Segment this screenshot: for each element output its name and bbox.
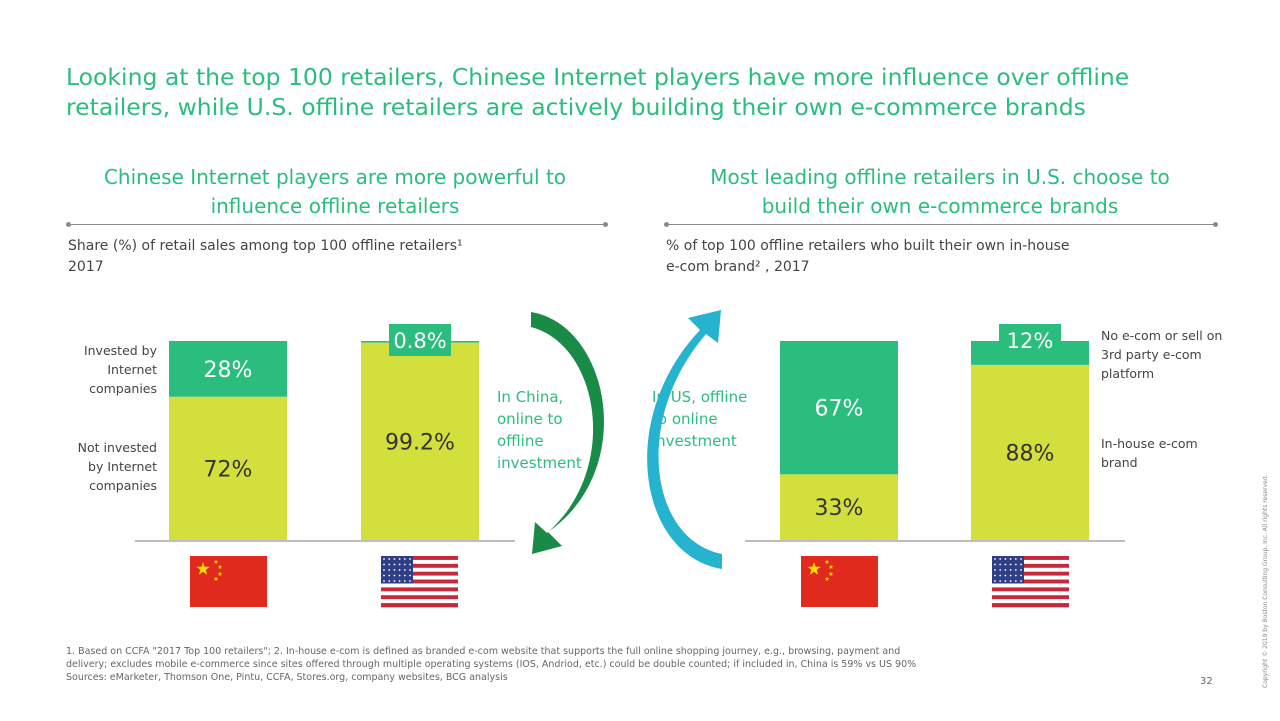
data-label: 0.8% bbox=[393, 329, 446, 353]
data-label: 88% bbox=[1006, 441, 1055, 466]
data-label: 12% bbox=[1007, 329, 1054, 353]
curved-arrow-up-icon bbox=[647, 310, 722, 569]
right-stacked-bar-chart: 33% 67% 88% 12% bbox=[745, 324, 1125, 542]
bar-segment bbox=[780, 341, 898, 475]
bar-segment bbox=[780, 474, 898, 540]
footnote-line3: Sources: eMarketer, Thomson One, Pintu, … bbox=[66, 672, 508, 683]
left-chart-caption-line1: Share (%) of retail sales among top 100 … bbox=[68, 238, 463, 254]
data-label: 72% bbox=[204, 457, 253, 482]
left-chart-caption-line2: 2017 bbox=[68, 259, 104, 275]
data-label: 28% bbox=[204, 358, 253, 383]
china-flag-icon bbox=[190, 556, 267, 607]
right-panel-divider bbox=[664, 222, 1218, 227]
left-legend-not-invested: Not invested by Internet companies bbox=[77, 440, 157, 493]
right-chart-caption: % of top 100 offline retailers who built… bbox=[666, 236, 1206, 278]
us-flag-icon bbox=[381, 556, 458, 608]
page-title: Looking at the top 100 retailers, Chines… bbox=[66, 63, 1130, 121]
us-flag-icon bbox=[992, 556, 1069, 608]
data-label: 99.2% bbox=[385, 430, 455, 455]
copyright-notice: Copyright © 2019 by Boston Consulting Gr… bbox=[1262, 474, 1269, 688]
left-legend-invested: Invested by Internet companies bbox=[83, 343, 157, 396]
footnote-line1: 1. Based on CCFA "2017 Top 100 retailers… bbox=[66, 646, 901, 657]
curved-arrow-down-icon bbox=[531, 312, 604, 554]
data-label-background bbox=[999, 324, 1061, 356]
us-investment-text: In US, offline to online investment bbox=[652, 388, 748, 450]
left-panel-heading: Chinese Internet players are more powerf… bbox=[103, 165, 567, 218]
data-label: 67% bbox=[815, 397, 864, 422]
bar-segment bbox=[169, 396, 287, 540]
right-panel-heading: Most leading offline retailers in U.S. c… bbox=[710, 165, 1170, 218]
data-label: 33% bbox=[815, 496, 864, 521]
bar-segment bbox=[361, 342, 479, 540]
page-number: 32 bbox=[1200, 676, 1213, 687]
footnotes: 1. Based on CCFA "2017 Top 100 retailers… bbox=[66, 645, 1186, 684]
left-stacked-bar-chart: 72% 28% 99.2% 0.8% bbox=[135, 324, 515, 542]
bar-segment bbox=[971, 364, 1089, 540]
right-chart-caption-line2: e-com brand² , 2017 bbox=[666, 259, 810, 275]
china-flag-icon bbox=[801, 556, 878, 607]
right-legend-no-ecom: No e-com or sell on 3rd party e-com plat… bbox=[1101, 328, 1223, 381]
bar-segment bbox=[169, 341, 287, 397]
footnote-line2: delivery; excludes mobile e-commerce sin… bbox=[66, 659, 917, 670]
china-investment-text: In China, online to offline investment bbox=[497, 388, 582, 472]
right-chart-caption-line1: % of top 100 offline retailers who built… bbox=[666, 238, 1070, 254]
flags-group bbox=[190, 556, 1069, 608]
left-panel-divider bbox=[66, 222, 608, 227]
left-chart-caption: Share (%) of retail sales among top 100 … bbox=[68, 236, 608, 278]
right-legend-inhouse: In-house e-com brand bbox=[1101, 436, 1198, 470]
data-label-background bbox=[389, 324, 451, 356]
